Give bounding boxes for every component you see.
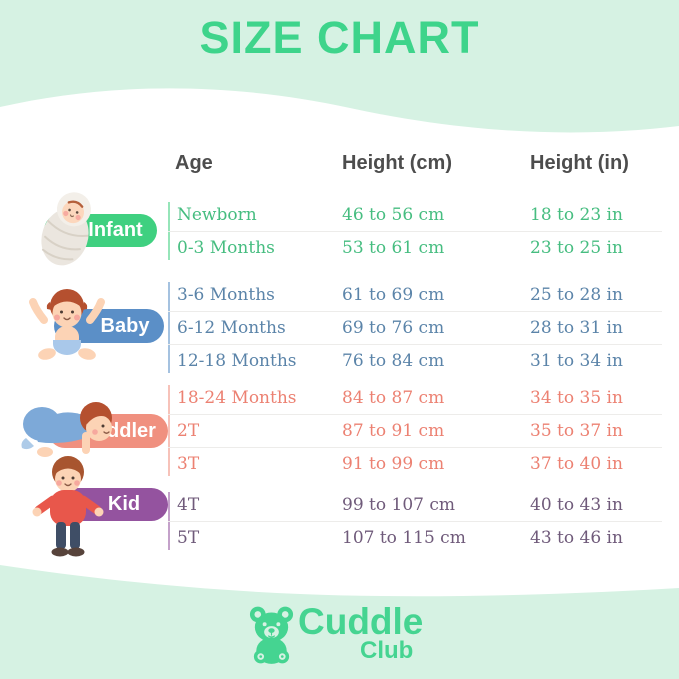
height-in-value: 37 to 40 in xyxy=(530,454,623,474)
height-in-value: 25 to 28 in xyxy=(530,285,623,305)
standing-kid-icon xyxy=(32,456,104,557)
brand-name: Cuddle xyxy=(298,601,424,642)
teddy-bear-icon xyxy=(249,606,294,664)
crawling-toddler-icon xyxy=(21,402,112,457)
table-row: Newborn 46 to 56 cm 18 to 23 in xyxy=(168,199,662,231)
size-group-baby: 3-6 Months 61 to 69 cm 25 to 28 in 6-12 … xyxy=(168,279,662,376)
height-cm-value: 53 to 61 cm xyxy=(342,238,445,258)
table-row: 12-18 Months 76 to 84 cm 31 to 34 in xyxy=(168,344,662,377)
height-in-value: 28 to 31 in xyxy=(530,318,623,338)
age-value: 5T xyxy=(177,528,200,548)
group-divider-line xyxy=(168,282,170,373)
size-group-kid: 4T 99 to 107 cm 40 to 43 in 5T 107 to 11… xyxy=(168,489,662,553)
group-label-text: Infant xyxy=(88,219,143,241)
table-row: 2T 87 to 91 cm 35 to 37 in xyxy=(168,414,662,447)
table-row: 4T 99 to 107 cm 40 to 43 in xyxy=(168,489,662,521)
height-cm-value: 69 to 76 cm xyxy=(342,318,445,338)
age-value: 3-6 Months xyxy=(177,285,275,305)
sitting-baby-icon xyxy=(29,289,105,360)
age-value: 18-24 Months xyxy=(177,388,297,408)
page-title: SIZE CHART xyxy=(199,12,480,63)
height-cm-value: 46 to 56 cm xyxy=(342,205,445,225)
height-in-value: 35 to 37 in xyxy=(530,421,623,441)
table-row: 5T 107 to 115 cm 43 to 46 in xyxy=(168,521,662,554)
age-value: 6-12 Months xyxy=(177,318,286,338)
age-value: Newborn xyxy=(177,205,257,225)
table-row: 0-3 Months 53 to 61 cm 23 to 25 in xyxy=(168,231,662,264)
table-row: 3-6 Months 61 to 69 cm 25 to 28 in xyxy=(168,279,662,311)
height-in-value: 31 to 34 in xyxy=(530,351,623,371)
height-cm-value: 61 to 69 cm xyxy=(342,285,445,305)
age-value: 4T xyxy=(177,495,200,515)
group-label-text: Kid xyxy=(107,493,141,515)
height-cm-value: 87 to 91 cm xyxy=(342,421,445,441)
group-label-text: Baby xyxy=(100,314,150,337)
height-cm-value: 84 to 87 cm xyxy=(342,388,445,408)
height-cm-value: 107 to 115 cm xyxy=(342,528,466,548)
height-in-value: 40 to 43 in xyxy=(530,495,623,515)
swaddled-baby-icon xyxy=(41,192,91,266)
height-in-value: 18 to 23 in xyxy=(530,205,623,225)
table-row: 3T 91 to 99 cm 37 to 40 in xyxy=(168,447,662,480)
size-group-toddler: 18-24 Months 84 to 87 cm 34 to 35 in 2T … xyxy=(168,382,662,479)
column-header-height-in: Height (in) xyxy=(530,152,629,174)
height-in-value: 34 to 35 in xyxy=(530,388,623,408)
age-value: 3T xyxy=(177,454,200,474)
age-value: 2T xyxy=(177,421,200,441)
height-cm-value: 91 to 99 cm xyxy=(342,454,445,474)
age-value: 0-3 Months xyxy=(177,238,275,258)
size-group-infant: Newborn 46 to 56 cm 18 to 23 in 0-3 Mont… xyxy=(168,199,662,263)
column-header-age: Age xyxy=(175,152,213,174)
brand-suffix: Club xyxy=(360,637,414,664)
age-value: 12-18 Months xyxy=(177,351,297,371)
group-divider-line xyxy=(168,385,170,476)
height-in-value: 23 to 25 in xyxy=(530,238,623,258)
table-row: 18-24 Months 84 to 87 cm 34 to 35 in xyxy=(168,382,662,414)
height-in-value: 43 to 46 in xyxy=(530,528,623,548)
height-cm-value: 99 to 107 cm xyxy=(342,495,455,515)
height-cm-value: 76 to 84 cm xyxy=(342,351,445,371)
table-row: 6-12 Months 69 to 76 cm 28 to 31 in xyxy=(168,311,662,344)
column-header-height-cm: Height (cm) xyxy=(342,152,452,174)
